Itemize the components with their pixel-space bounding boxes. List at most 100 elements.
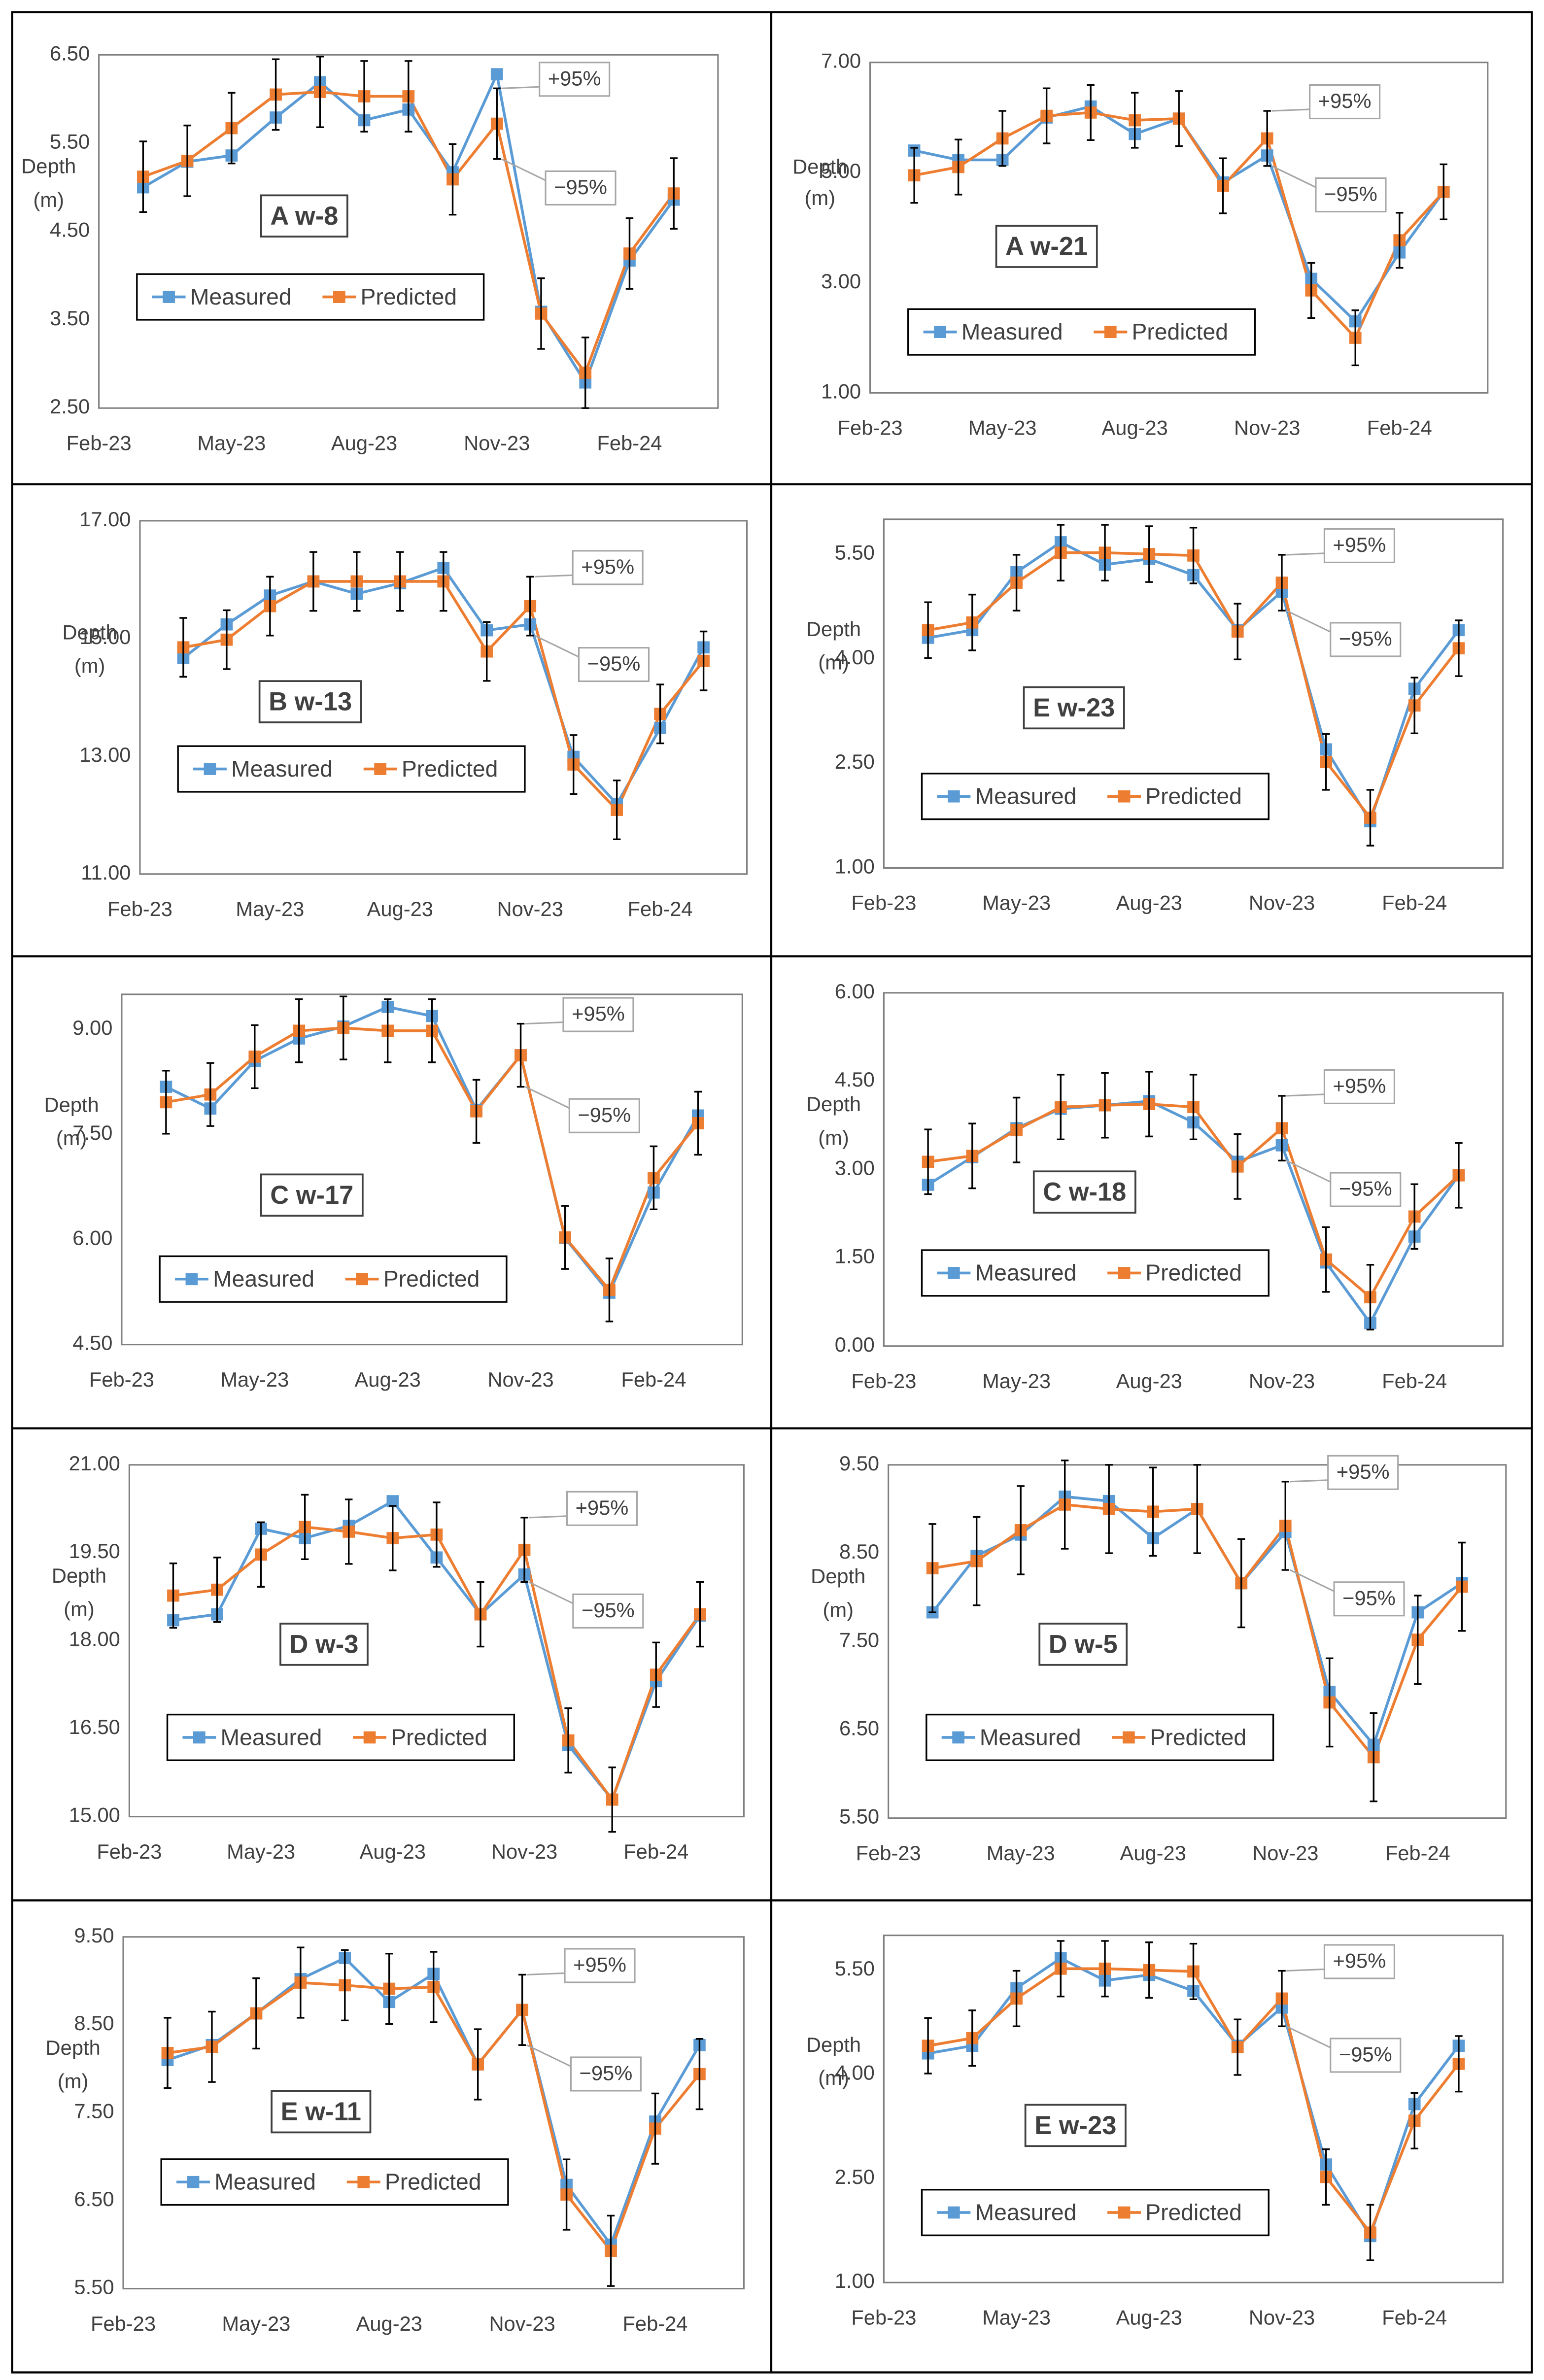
legend-box <box>907 308 1256 356</box>
legend-box <box>160 2158 509 2206</box>
title-box <box>279 1623 369 1666</box>
error-bar <box>1414 1595 1422 1685</box>
error-bar <box>1012 1096 1021 1163</box>
error-bar <box>1458 1541 1466 1632</box>
y-axis-label: (m) <box>56 1126 87 1150</box>
error-bar <box>1101 524 1109 582</box>
legend-box <box>921 2189 1270 2237</box>
error-bar <box>1366 1264 1374 1330</box>
annotation-leader <box>1286 1159 1331 1183</box>
legend-box <box>921 773 1270 820</box>
annotation-box <box>1323 528 1395 563</box>
error-bar <box>1087 84 1095 141</box>
y-tick-label: 7.50 <box>72 1121 112 1144</box>
legend-marker <box>193 1731 206 1744</box>
y-tick-label: 2.50 <box>50 395 90 418</box>
y-axis-label: Depth <box>21 155 76 178</box>
annotation: −95% <box>554 175 607 199</box>
legend-marker <box>374 763 387 775</box>
legend-marker <box>357 2176 370 2188</box>
y-tick-label: 1.50 <box>835 1245 875 1268</box>
x-tick-label: Nov-23 <box>1249 1369 1315 1393</box>
x-tick-label: Feb-24 <box>628 897 693 920</box>
error-bar <box>1175 90 1183 147</box>
legend-marker <box>356 1273 368 1286</box>
error-bar <box>1012 554 1021 612</box>
x-tick-label: May-23 <box>968 416 1037 439</box>
error-bar <box>169 1562 177 1629</box>
x-tick-label: Feb-24 <box>1382 891 1447 915</box>
error-bar <box>1351 309 1359 367</box>
annotation-box <box>1330 622 1402 657</box>
annotation: −95% <box>578 1103 631 1126</box>
error-bar <box>1189 527 1198 584</box>
title-box <box>260 194 348 238</box>
plot-area <box>98 54 719 409</box>
y-tick-label: 6.50 <box>50 41 90 65</box>
annotation: +95% <box>548 67 601 90</box>
legend-marker <box>952 1731 964 1744</box>
error-bar <box>613 780 621 840</box>
y-tick-label: 5.50 <box>835 541 875 564</box>
x-tick-label: Aug-23 <box>331 431 397 454</box>
annotation-box <box>1323 1944 1395 1979</box>
annotation: +95% <box>1318 89 1372 112</box>
error-bar <box>493 87 501 160</box>
legend-marker <box>1118 2206 1131 2219</box>
annotation-leader <box>529 1515 567 1519</box>
error-bar <box>1410 2092 1418 2149</box>
error-bar <box>1237 1538 1245 1629</box>
legend-marker <box>948 2206 960 2219</box>
legend-marker <box>1122 1731 1135 1744</box>
y-tick-label: 7.50 <box>839 1628 879 1651</box>
error-bar <box>1366 789 1374 847</box>
y-tick-label: 2.50 <box>835 2165 875 2188</box>
legend-label: Measured <box>214 2169 316 2195</box>
legend-box <box>921 1249 1270 1297</box>
error-bar <box>1189 1942 1198 2000</box>
y-tick-label: 11.00 <box>81 861 131 884</box>
annotation-leader <box>534 574 573 578</box>
x-tick-label: Feb-23 <box>107 897 172 920</box>
y-axis-label: (m) <box>34 188 64 211</box>
y-tick-label: 7.50 <box>74 2100 114 2123</box>
annotation-box <box>564 1948 636 1983</box>
annotation-box <box>1330 1172 1402 1207</box>
legend-label: Predicted <box>1132 319 1229 344</box>
x-tick-label: May-23 <box>220 1368 289 1391</box>
annotation: +95% <box>576 1496 629 1519</box>
annotation-leader <box>525 1086 570 1109</box>
annotation-leader <box>1271 165 1316 188</box>
annotation-box <box>545 170 617 205</box>
x-tick-label: Feb-23 <box>851 1369 916 1393</box>
annotation-leader <box>1289 1569 1335 1592</box>
plot-area <box>139 520 748 875</box>
chart-title: C w-18 <box>1043 1178 1126 1207</box>
legend-label: Predicted <box>383 1266 480 1292</box>
x-tick-label: Feb-23 <box>97 1840 162 1863</box>
error-bar <box>1101 1940 1109 1998</box>
y-tick-label: 15.00 <box>79 625 131 648</box>
annotation-box <box>568 1098 640 1133</box>
error-bar <box>385 1952 393 2025</box>
legend-marker <box>1118 790 1131 803</box>
error-bar <box>252 1977 260 2050</box>
annotation-box <box>570 2056 642 2092</box>
x-tick-label: Feb-24 <box>1382 1369 1447 1393</box>
error-bar <box>518 1973 526 2046</box>
error-bar <box>924 601 932 659</box>
x-tick-label: Aug-23 <box>360 1840 426 1863</box>
error-bar <box>1234 1133 1241 1200</box>
title-box <box>1023 686 1125 730</box>
error-bar <box>998 110 1006 167</box>
y-axis-label: (m) <box>58 2070 88 2093</box>
legend-label: Predicted <box>1150 1724 1247 1750</box>
x-tick-label: Nov-23 <box>1252 1841 1318 1865</box>
error-bar <box>162 1070 170 1135</box>
x-tick-label: Feb-24 <box>1367 416 1432 439</box>
annotation-box <box>572 1593 644 1629</box>
x-tick-label: Feb-23 <box>856 1841 921 1865</box>
legend-marker <box>1118 1267 1131 1279</box>
error-bar <box>1366 2204 1374 2261</box>
